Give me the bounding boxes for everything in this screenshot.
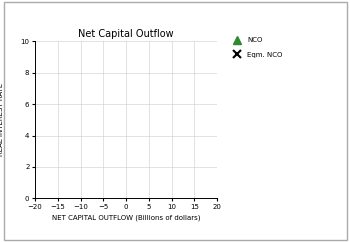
X-axis label: NET CAPITAL OUTFLOW (Billions of dollars): NET CAPITAL OUTFLOW (Billions of dollars… bbox=[52, 214, 200, 221]
Title: Net Capital Outflow: Net Capital Outflow bbox=[78, 29, 174, 39]
Y-axis label: REAL INTEREST RATE: REAL INTEREST RATE bbox=[0, 83, 4, 156]
Legend: NCO, Eqm. NCO: NCO, Eqm. NCO bbox=[230, 37, 283, 59]
FancyBboxPatch shape bbox=[4, 2, 346, 240]
